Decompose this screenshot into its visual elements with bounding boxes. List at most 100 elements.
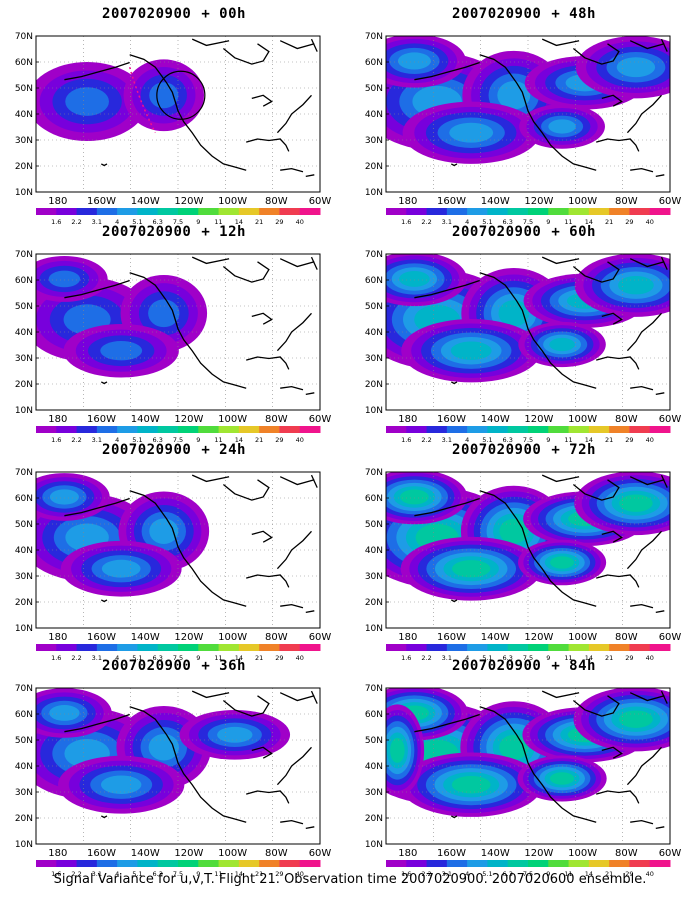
coastline (100, 599, 108, 603)
variance-contour (549, 772, 575, 785)
coastline (191, 690, 230, 699)
variance-contour (400, 489, 429, 505)
variance-contour (399, 271, 430, 287)
colorbar-swatch (178, 208, 199, 215)
coastline (305, 174, 315, 178)
colorbar-swatch (279, 208, 301, 215)
lon-tick-label: 180 (48, 414, 67, 425)
coastline (276, 530, 312, 570)
map-panel: 2007020900 + 72h 70N 60N 50N 40N 30N 20N 10N 180 1… (354, 442, 694, 662)
colorbar-label: 11 (564, 870, 572, 878)
colorbar-label: 6.3 (153, 436, 163, 444)
colorbar-swatch (238, 426, 260, 433)
colorbar-swatch (446, 860, 468, 867)
colorbar-label: 6.3 (503, 218, 513, 226)
colorbar-swatch (259, 644, 280, 651)
lon-tick-label: 120W (174, 632, 203, 643)
variance-contour (550, 556, 575, 569)
colorbar-swatch (406, 860, 428, 867)
colorbar-label: 11 (564, 218, 572, 226)
lon-tick-label: 120W (174, 414, 203, 425)
panel-lead-time: + 60h (551, 224, 596, 240)
coastline (222, 43, 270, 65)
coastline (191, 474, 230, 483)
lat-tick-label: 50N (15, 736, 33, 746)
colorbar-swatch (238, 860, 260, 867)
colorbar-swatch (487, 426, 509, 433)
coastline (280, 819, 304, 825)
colorbar-swatch (178, 426, 199, 433)
coastline (276, 312, 312, 352)
colorbar-label: 9 (196, 436, 200, 444)
colorbar-swatch (96, 860, 118, 867)
coastline (629, 476, 665, 486)
colorbar-swatch (56, 426, 78, 433)
coastline (310, 256, 318, 270)
target-circle (156, 70, 206, 120)
colorbar-swatch (386, 426, 407, 433)
lon-tick-label: 60W (309, 414, 332, 425)
colorbar-label: 2.2 (71, 654, 81, 662)
colorbar-swatch (299, 208, 321, 215)
colorbar: 1.6 2.2 3.1 4 5.1 6.3 7.5 9 11 14 21 29 40 (386, 644, 671, 662)
coastline (310, 38, 318, 52)
colorbar-swatch (649, 860, 671, 867)
coastline (276, 746, 312, 786)
lat-tick-label: 70N (15, 250, 33, 260)
lon-tick-label: 140W (481, 848, 510, 859)
colorbar-swatch (178, 644, 199, 651)
coastline (450, 381, 458, 385)
colorbar-label: 5.1 (132, 654, 142, 662)
lat-tick-label: 40N (365, 762, 383, 772)
panel-lead-time: + 84h (551, 658, 596, 674)
lat-tick-label: 50N (365, 84, 383, 94)
lat-tick-label: 20N (365, 380, 383, 390)
coastline (541, 474, 580, 483)
colorbar-swatch (36, 644, 57, 651)
colorbar-label: 11 (564, 436, 572, 444)
lat-tick-label: 40N (365, 328, 383, 338)
lat-tick-label: 30N (365, 136, 383, 146)
colorbar-swatch (386, 208, 407, 215)
coastline (129, 272, 247, 389)
coastline (630, 603, 654, 609)
panel-date: 2007020900 (452, 6, 542, 22)
colorbar-swatch (218, 644, 240, 651)
lat-tick-label: 10N (15, 188, 33, 198)
colorbar-label: 7.5 (173, 218, 183, 226)
colorbar-swatch (157, 426, 179, 433)
lat-tick-label: 40N (365, 546, 383, 556)
colorbar-label: 7.5 (523, 436, 533, 444)
lon-tick-label: 120W (174, 848, 203, 859)
colorbar-label: 21 (255, 218, 263, 226)
lat-tick-label: 50N (15, 302, 33, 312)
coastline (279, 40, 315, 50)
colorbar-label: 40 (646, 218, 654, 226)
lon-tick-label: 60W (659, 196, 682, 207)
colorbar-swatch (629, 644, 651, 651)
lat-tick-label: 60N (15, 494, 33, 504)
colorbar-label: 40 (296, 436, 304, 444)
coastline (222, 261, 270, 283)
colorbar-label: 1.6 (401, 218, 411, 226)
colorbar-swatch (218, 208, 240, 215)
coastline (246, 138, 290, 152)
colorbar-label: 2.2 (421, 218, 431, 226)
colorbar-label: 3.1 (92, 870, 102, 878)
colorbar-label: 21 (255, 870, 263, 878)
colorbar-label: 7.5 (523, 870, 533, 878)
colorbar-swatch (426, 208, 448, 215)
lon-tick-label: 180 (48, 196, 67, 207)
lat-tick-label: 20N (15, 162, 33, 172)
coastline (305, 610, 315, 614)
variance-contour (548, 119, 576, 134)
colorbar-swatch (588, 860, 610, 867)
coastline (279, 258, 315, 268)
map-panel: 2007020900 + 60h 70N 60N 50N 40N 30N 20N 10N 180 1… (354, 224, 694, 444)
colorbar-swatch (198, 426, 220, 433)
colorbar-label: 2.2 (71, 870, 81, 878)
colorbar-swatch (649, 208, 671, 215)
colorbar-swatch (259, 426, 280, 433)
colorbar-swatch (259, 860, 280, 867)
colorbar-swatch (279, 426, 301, 433)
